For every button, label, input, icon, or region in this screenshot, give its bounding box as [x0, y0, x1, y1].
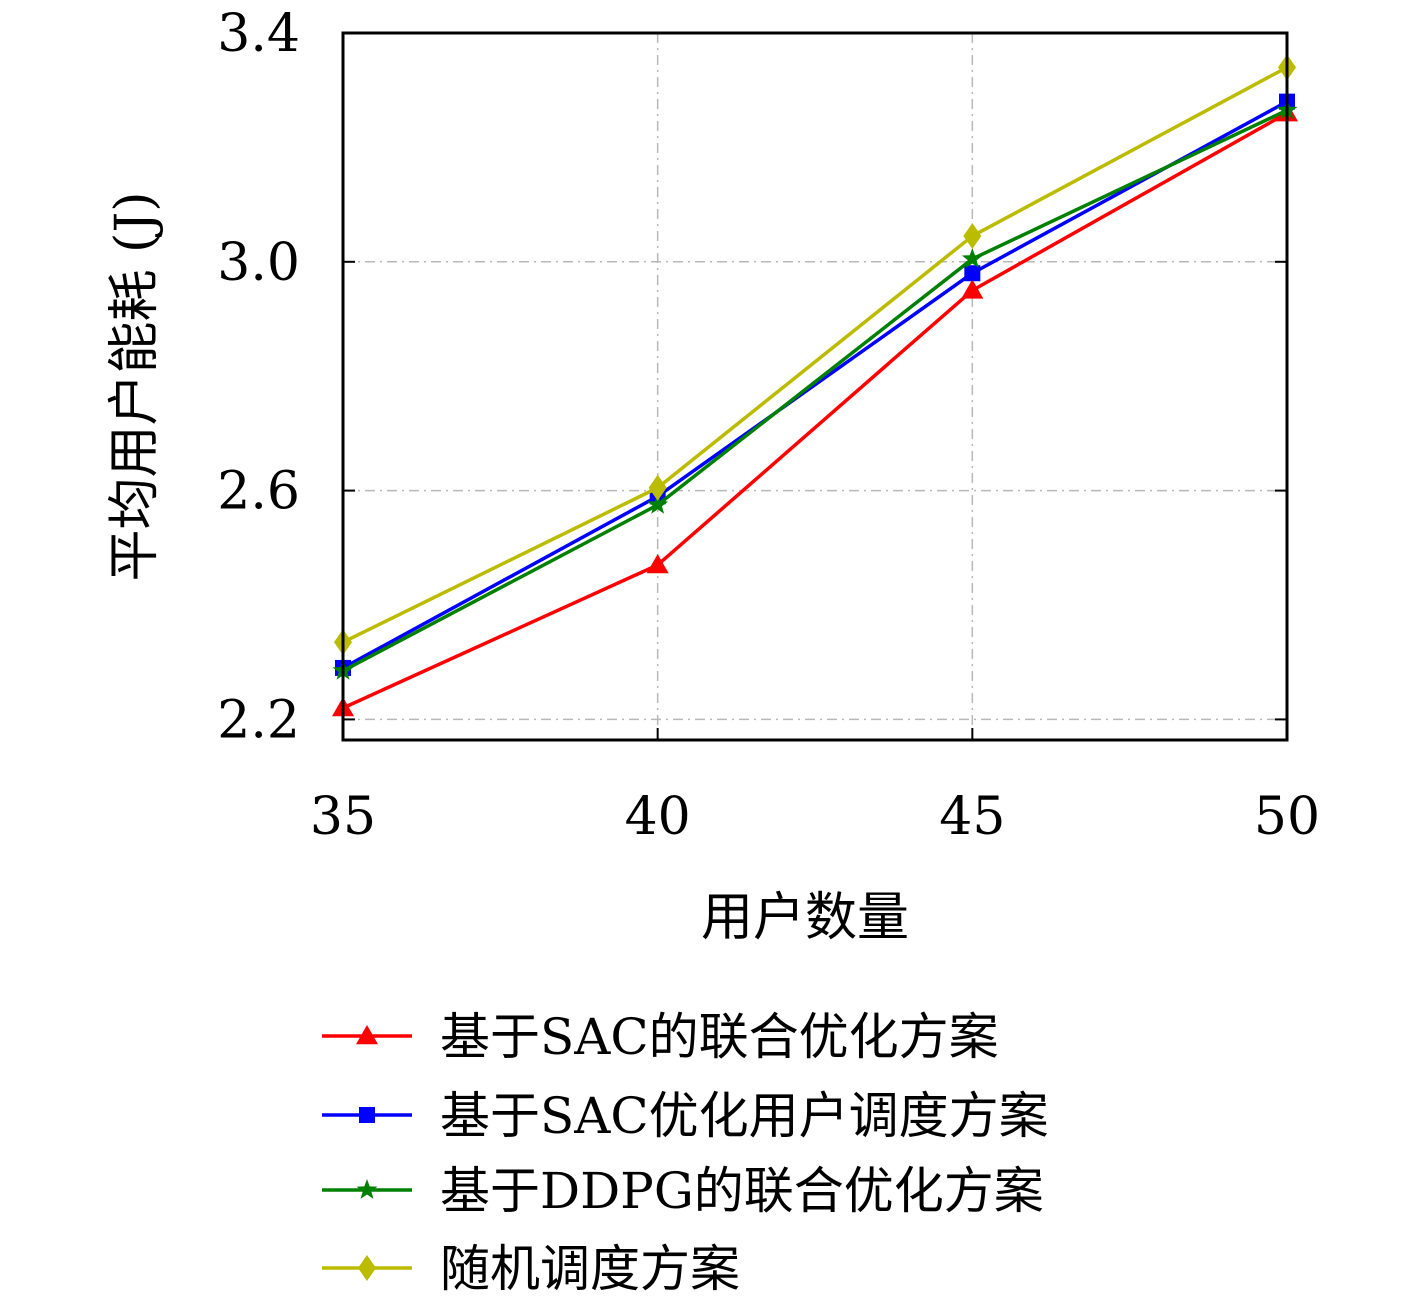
data-point: [963, 223, 982, 250]
axes: 35 40 45 50 2.2 2.6 3.0 3.4: [217, 4, 1320, 847]
series-line: [342, 111, 1288, 710]
data-point: [646, 553, 669, 574]
y-tick-label: 2.2: [217, 690, 300, 750]
legend-entry: 基于SAC的联合优化方案: [322, 1008, 999, 1066]
series-line: [342, 100, 1288, 670]
y-axis-title: 平均用户能耗 (J): [105, 192, 165, 582]
legend-marker: [356, 1179, 378, 1199]
series-2: [335, 93, 1295, 676]
series-3: [332, 99, 1298, 680]
series-layer: [332, 54, 1298, 717]
series-line: [342, 108, 1288, 673]
series-4: [334, 54, 1296, 656]
legend-marker: [358, 1255, 376, 1281]
legend: 基于SAC的联合优化方案基于SAC优化用户调度方案基于DDPG的联合优化方案随机…: [322, 1008, 1049, 1298]
x-tick-label: 45: [939, 787, 1005, 847]
plot-frame: [341, 31, 1289, 742]
y-tick-label: 3.4: [217, 4, 300, 64]
legend-label: 基于DDPG的联合优化方案: [440, 1162, 1044, 1220]
legend-label: 基于SAC的联合优化方案: [440, 1008, 999, 1066]
data-point: [961, 279, 984, 299]
data-point: [647, 493, 669, 514]
x-axis-title: 用户数量: [701, 888, 909, 948]
x-tick-label: 40: [625, 787, 691, 847]
legend-entry: 随机调度方案: [322, 1240, 740, 1298]
data-point: [964, 265, 981, 282]
data-point: [961, 247, 983, 268]
legend-label: 随机调度方案: [440, 1240, 740, 1298]
x-tick-label: 50: [1254, 787, 1320, 847]
legend-marker: [356, 1025, 378, 1045]
grid-lines: [343, 33, 1287, 740]
series-1: [332, 102, 1298, 717]
legend-entry: 基于SAC优化用户调度方案: [322, 1087, 1049, 1145]
series-line: [342, 65, 1288, 644]
data-point: [648, 474, 667, 501]
y-tick-label: 3.0: [217, 233, 300, 293]
legend-marker: [359, 1107, 375, 1123]
x-tick-label: 35: [310, 787, 376, 847]
y-tick-label: 2.6: [217, 462, 300, 522]
legend-label: 基于SAC优化用户调度方案: [440, 1087, 1049, 1145]
legend-entry: 基于DDPG的联合优化方案: [322, 1162, 1044, 1220]
